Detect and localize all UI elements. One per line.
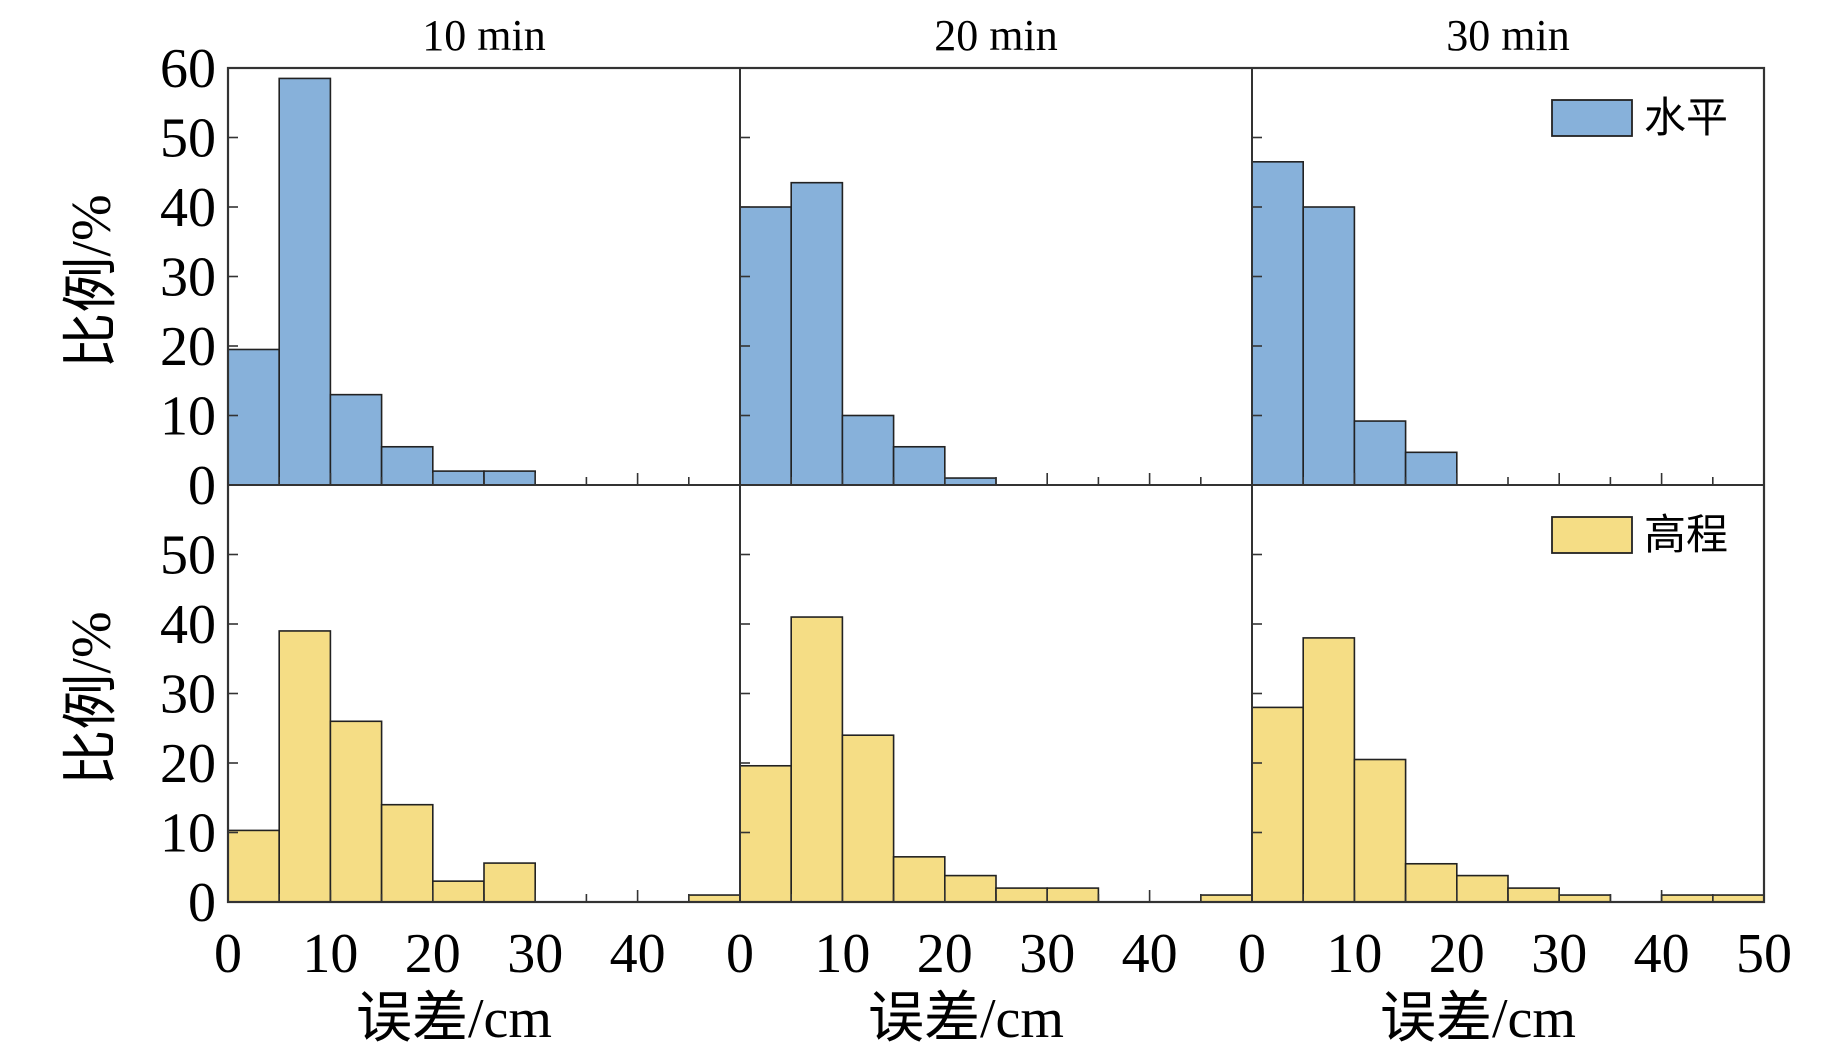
y-tick-label-bottom-0: 0 [188, 872, 216, 934]
bar-bottom-panel1-bin4 [380, 803, 434, 903]
bar-bottom-panel1-bin6 [483, 862, 537, 903]
y-axis-title-bottom: 比例/% [61, 611, 123, 785]
legend-swatch-bottom [1551, 516, 1633, 554]
bar-bottom-panel1-bin2 [278, 630, 332, 903]
bars-layer [227, 77, 1765, 903]
y-tick-label-bottom-50: 50 [160, 525, 216, 587]
y-tick-label-top-20: 20 [160, 316, 216, 378]
x-tick-label-p2-20: 20 [917, 923, 973, 985]
y-tick-label-bottom-40: 40 [160, 594, 216, 656]
panel-title-1: 10 min [422, 11, 545, 60]
bar-bottom-panel2-bin2 [790, 616, 844, 903]
panel-title-3: 30 min [1446, 11, 1569, 60]
bar-top-panel1-bin4 [380, 445, 434, 486]
x-tick-label-p2-30: 30 [1019, 923, 1075, 985]
panel-title-2: 20 min [934, 11, 1057, 60]
y-tick-label-bottom-30: 30 [160, 664, 216, 726]
bar-top-panel1-bin6 [483, 470, 537, 486]
bar-bottom-panel2-bin4 [892, 856, 946, 903]
bar-top-panel1-bin1 [227, 348, 281, 486]
bar-top-panel1-bin3 [329, 393, 383, 486]
bar-bottom-panel3-bin6 [1507, 887, 1561, 903]
bar-top-panel3-bin4 [1404, 451, 1458, 486]
y-tick-label-bottom-20: 20 [160, 733, 216, 795]
y-tick-label-top-40: 40 [160, 177, 216, 239]
bar-top-panel3-bin3 [1353, 420, 1407, 486]
x-tick-label-p1-10: 10 [302, 923, 358, 985]
bar-bottom-panel3-bin2 [1302, 637, 1356, 903]
x-axis-title-3: 误差/cm [1380, 988, 1576, 1050]
x-tick-label-p1-0: 0 [214, 923, 242, 985]
y-tick-label-top-0: 0 [188, 455, 216, 517]
bar-bottom-panel2-bin7 [1046, 887, 1100, 903]
bar-bottom-panel1-bin3 [329, 720, 383, 903]
y-tick-label-top-30: 30 [160, 247, 216, 309]
bar-bottom-panel3-bin5 [1456, 874, 1509, 903]
y-tick-label-top-10: 10 [160, 386, 216, 448]
frame-layer [226, 66, 1766, 904]
bar-top-panel2-bin2 [790, 181, 844, 486]
bar-top-panel1-bin2 [278, 77, 332, 486]
x-axis-title-2: 误差/cm [868, 988, 1064, 1050]
bar-bottom-panel2-bin1 [739, 764, 793, 903]
x-tick-label-p1-20: 20 [405, 923, 461, 985]
x-tick-label-p1-30: 30 [507, 923, 563, 985]
y-tick-label-bottom-10: 10 [160, 803, 216, 865]
bar-bottom-panel2-bin3 [841, 734, 895, 903]
bar-top-panel3-bin2 [1302, 206, 1356, 486]
legend-label-top: 水平 [1644, 93, 1728, 142]
bar-top-panel2-bin4 [892, 445, 946, 486]
x-tick-label-p1-40: 40 [610, 923, 666, 985]
bar-bottom-panel3-bin1 [1251, 706, 1305, 903]
y-tick-label-top-50: 50 [160, 108, 216, 170]
x-tick-label-p3-40: 40 [1634, 923, 1690, 985]
bar-bottom-panel3-bin4 [1404, 862, 1458, 903]
bar-top-panel2-bin3 [841, 414, 895, 486]
x-tick-label-p3-10: 10 [1326, 923, 1382, 985]
legend-swatch-top [1551, 99, 1633, 137]
text-layer: 10 min 20 min 30 min 0 10 20 30 40 50 60 0 10 20 30 40… [61, 11, 1792, 1050]
bar-bottom-panel2-bin5 [943, 874, 997, 903]
x-axis-title-1: 误差/cm [356, 988, 552, 1050]
bar-bottom-panel1-bin5 [431, 880, 485, 903]
x-tick-label-p3-0: 0 [1238, 923, 1266, 985]
y-tick-label-top-60: 60 [160, 38, 216, 100]
x-tick-label-p2-40: 40 [1122, 923, 1178, 985]
x-tick-label-p3-50: 50 [1736, 923, 1792, 985]
y-axis-title-top: 比例/% [61, 194, 123, 368]
x-tick-label-p3-20: 20 [1429, 923, 1485, 985]
x-tick-label-p2-0: 0 [726, 923, 754, 985]
bar-top-panel2-bin5 [943, 477, 997, 486]
bar-bottom-panel2-bin6 [995, 887, 1049, 903]
bar-bottom-panel1-bin1 [227, 829, 281, 903]
bar-bottom-panel3-bin3 [1353, 758, 1407, 903]
bar-top-panel1-bin5 [431, 470, 485, 486]
x-tick-label-p3-30: 30 [1531, 923, 1587, 985]
bar-top-panel3-bin1 [1251, 161, 1305, 486]
legend-label-bottom: 高程 [1644, 510, 1728, 559]
x-tick-label-p2-10: 10 [814, 923, 870, 985]
